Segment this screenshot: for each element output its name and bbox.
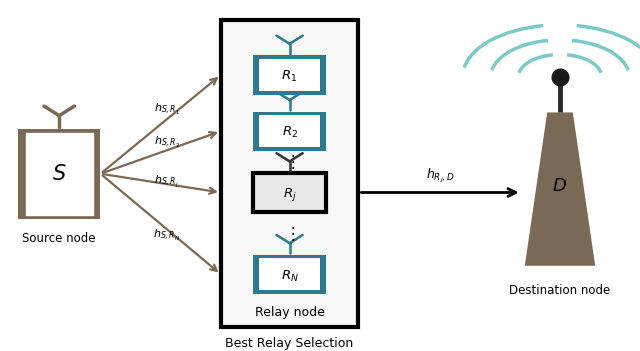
FancyBboxPatch shape (259, 59, 320, 91)
Text: Source node: Source node (22, 232, 96, 245)
FancyBboxPatch shape (253, 112, 326, 151)
Text: Destination node: Destination node (509, 285, 611, 298)
FancyBboxPatch shape (259, 258, 320, 290)
Text: $S$: $S$ (52, 164, 67, 184)
Text: $h_{S,R_N}$: $h_{S,R_N}$ (153, 228, 180, 243)
FancyBboxPatch shape (259, 115, 320, 147)
Text: $h_{S,R_2}$: $h_{S,R_2}$ (154, 135, 180, 150)
Text: $R_1$: $R_1$ (282, 69, 298, 84)
FancyBboxPatch shape (253, 255, 326, 294)
Text: Best Relay Selection: Best Relay Selection (225, 337, 354, 350)
Text: $\vdots$: $\vdots$ (284, 224, 295, 243)
Text: $h_{S,R_1}$: $h_{S,R_1}$ (154, 102, 180, 117)
Text: $h_{R_j,D}$: $h_{R_j,D}$ (426, 166, 454, 185)
FancyBboxPatch shape (221, 20, 358, 327)
Text: $R_N$: $R_N$ (281, 269, 298, 284)
FancyBboxPatch shape (253, 173, 326, 212)
Text: $R_2$: $R_2$ (282, 125, 298, 140)
FancyBboxPatch shape (18, 129, 100, 219)
FancyBboxPatch shape (253, 55, 326, 94)
Polygon shape (525, 112, 595, 266)
Text: $\vdots$: $\vdots$ (284, 152, 295, 171)
Text: $D$: $D$ (552, 177, 568, 195)
FancyBboxPatch shape (26, 133, 93, 215)
Text: Relay node: Relay node (255, 306, 324, 319)
Text: $h_{S,R_j}$: $h_{S,R_j}$ (154, 174, 179, 190)
Text: $R_j$: $R_j$ (283, 186, 296, 203)
